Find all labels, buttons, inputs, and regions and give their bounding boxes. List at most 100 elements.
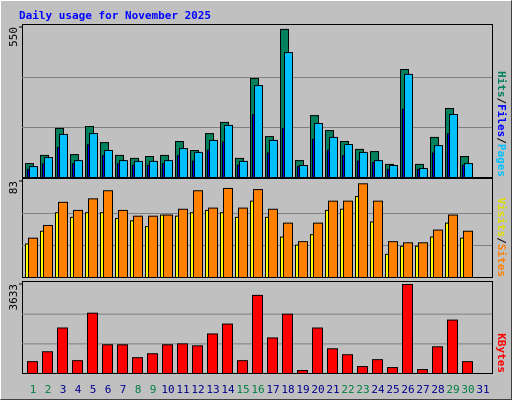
bar: [314, 123, 323, 178]
bar: [177, 343, 188, 375]
x-tick-label: 9: [150, 383, 157, 396]
bar: [267, 337, 278, 375]
bar: [27, 361, 38, 374]
bar: [297, 370, 308, 375]
legend-entry: Files: [495, 104, 508, 137]
x-tick-label: 26: [401, 383, 414, 396]
bar: [73, 209, 83, 278]
chart-title: Daily usage for November 2025: [19, 9, 211, 22]
legend-separator: /: [495, 237, 508, 244]
x-tick-label: 28: [431, 383, 444, 396]
x-tick-label: 15: [236, 383, 249, 396]
bar: [329, 136, 338, 178]
bar: [103, 190, 113, 278]
bar: [373, 200, 383, 278]
legend: Visits/Sites: [495, 198, 508, 278]
bar: [404, 73, 413, 178]
bar: [222, 323, 233, 374]
x-tick-label: 30: [461, 383, 474, 396]
bar: [312, 327, 323, 374]
bar: [133, 215, 143, 278]
bar: [254, 85, 263, 178]
bar: [433, 229, 443, 278]
bar: [432, 346, 443, 374]
legend-entry: Pages: [495, 144, 508, 177]
bar: [372, 359, 383, 374]
bar: [388, 241, 398, 278]
bar: [419, 168, 428, 178]
bar: [253, 189, 263, 279]
x-tick-label: 27: [416, 383, 429, 396]
bar: [102, 344, 113, 374]
x-tick-label: 8: [135, 383, 142, 396]
bar: [29, 166, 38, 179]
bar: [44, 157, 53, 179]
x-tick-label: 10: [161, 383, 174, 396]
x-tick-label: 20: [311, 383, 324, 396]
x-tick-label: 3: [60, 383, 67, 396]
bar: [149, 160, 158, 178]
legend: KBytes: [495, 333, 508, 373]
bar: [448, 214, 458, 279]
bar: [119, 160, 128, 179]
bar: [104, 150, 113, 178]
x-tick-label: 31: [476, 383, 489, 396]
bar: [58, 201, 68, 278]
bar: [464, 163, 473, 179]
bar: [43, 224, 53, 279]
bar: [402, 284, 413, 374]
bar: [434, 145, 443, 179]
bar: [462, 361, 473, 374]
x-tick-label: 22: [341, 383, 354, 396]
y-tick-label: 550: [7, 27, 20, 47]
bar: [59, 133, 68, 178]
legend-separator: /: [495, 137, 508, 144]
bar: [463, 230, 473, 278]
bar: [178, 208, 188, 278]
x-tick-label: 1: [30, 383, 37, 396]
bar: [387, 367, 398, 374]
bar: [72, 360, 83, 375]
bar: [117, 344, 128, 374]
x-tick-label: 13: [206, 383, 219, 396]
y-tick-label: 3633: [7, 284, 20, 311]
x-tick-label: 19: [296, 383, 309, 396]
x-tick-label: 25: [386, 383, 399, 396]
x-tick-label: 5: [90, 383, 97, 396]
bar: [252, 294, 263, 374]
x-tick-label: 17: [266, 383, 279, 396]
bar: [342, 354, 353, 375]
bar: [389, 165, 398, 178]
bar: [418, 242, 428, 279]
bar: [147, 353, 158, 374]
legend: Hits/Files/Pages: [495, 71, 508, 177]
bar: [282, 313, 293, 374]
bar: [87, 312, 98, 375]
bar: [57, 327, 68, 374]
y-tick-label: 83: [7, 181, 20, 194]
bar: [327, 348, 338, 374]
bar: [118, 209, 128, 278]
bar: [192, 345, 203, 375]
bar: [343, 200, 353, 278]
x-tick-label: 7: [120, 383, 127, 396]
bar: [224, 124, 233, 178]
x-tick-label: 4: [75, 383, 82, 396]
bar: [283, 222, 293, 278]
bar: [344, 144, 353, 178]
bar: [134, 160, 143, 178]
bar: [313, 222, 323, 278]
bar: [449, 114, 458, 178]
bar: [162, 344, 173, 374]
bar: [284, 52, 293, 178]
bar: [209, 139, 218, 178]
bar: [207, 333, 218, 374]
bar: [223, 187, 233, 278]
x-tick-label: 23: [356, 383, 369, 396]
bar: [42, 351, 53, 374]
x-tick-label: 6: [105, 383, 112, 396]
legend-entry: Hits: [495, 71, 508, 98]
